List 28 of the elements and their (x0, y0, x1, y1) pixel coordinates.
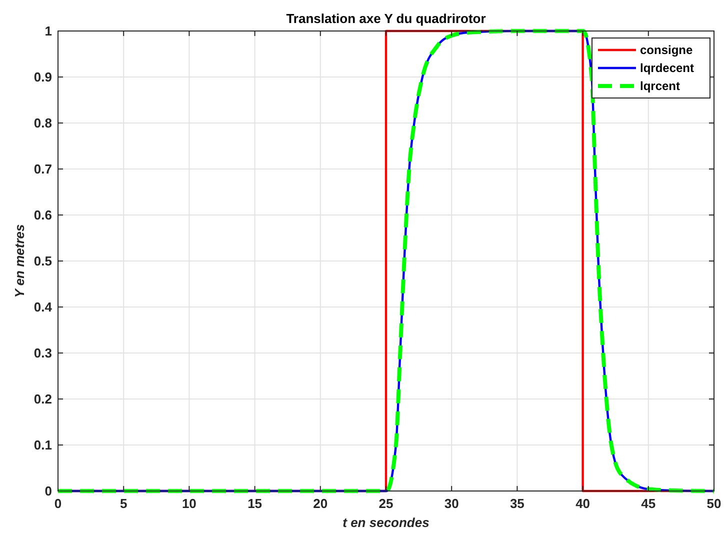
legend-label: lqrcent (640, 79, 680, 94)
chart-title: Translation axe Y du quadrirotor (286, 11, 486, 26)
x-tick-label: 15 (248, 496, 262, 511)
y-tick-label: 0.2 (34, 392, 52, 407)
x-tick-label: 45 (641, 496, 656, 511)
x-tick-label: 30 (444, 496, 459, 511)
y-tick-label: 0.7 (34, 162, 52, 177)
x-tick-label: 20 (313, 496, 328, 511)
x-tick-label: 50 (706, 496, 722, 511)
y-tick-label: 0.8 (34, 116, 52, 131)
x-tick-label: 0 (54, 496, 62, 511)
x-tick-label: 35 (510, 496, 524, 511)
legend-label: lqrdecent (640, 61, 694, 76)
x-tick-label: 5 (120, 496, 128, 511)
y-tick-label: 0.5 (34, 254, 52, 269)
y-tick-label: 0.3 (34, 346, 52, 361)
y-tick-label: 0.9 (34, 70, 52, 85)
y-tick-label: 0.6 (34, 208, 52, 223)
y-axis-title: Y en metres (12, 224, 27, 298)
legend-label: consigne (640, 43, 693, 58)
x-axis-title: t en secondes (342, 515, 430, 530)
x-tick-label: 25 (378, 496, 394, 511)
y-tick-label: 1 (44, 24, 52, 39)
y-tick-label: 0.4 (34, 300, 53, 315)
x-tick-label: 40 (576, 496, 590, 511)
x-tick-label: 10 (182, 496, 196, 511)
y-tick-label: 0.1 (34, 438, 52, 453)
y-tick-label: 0 (44, 484, 52, 499)
